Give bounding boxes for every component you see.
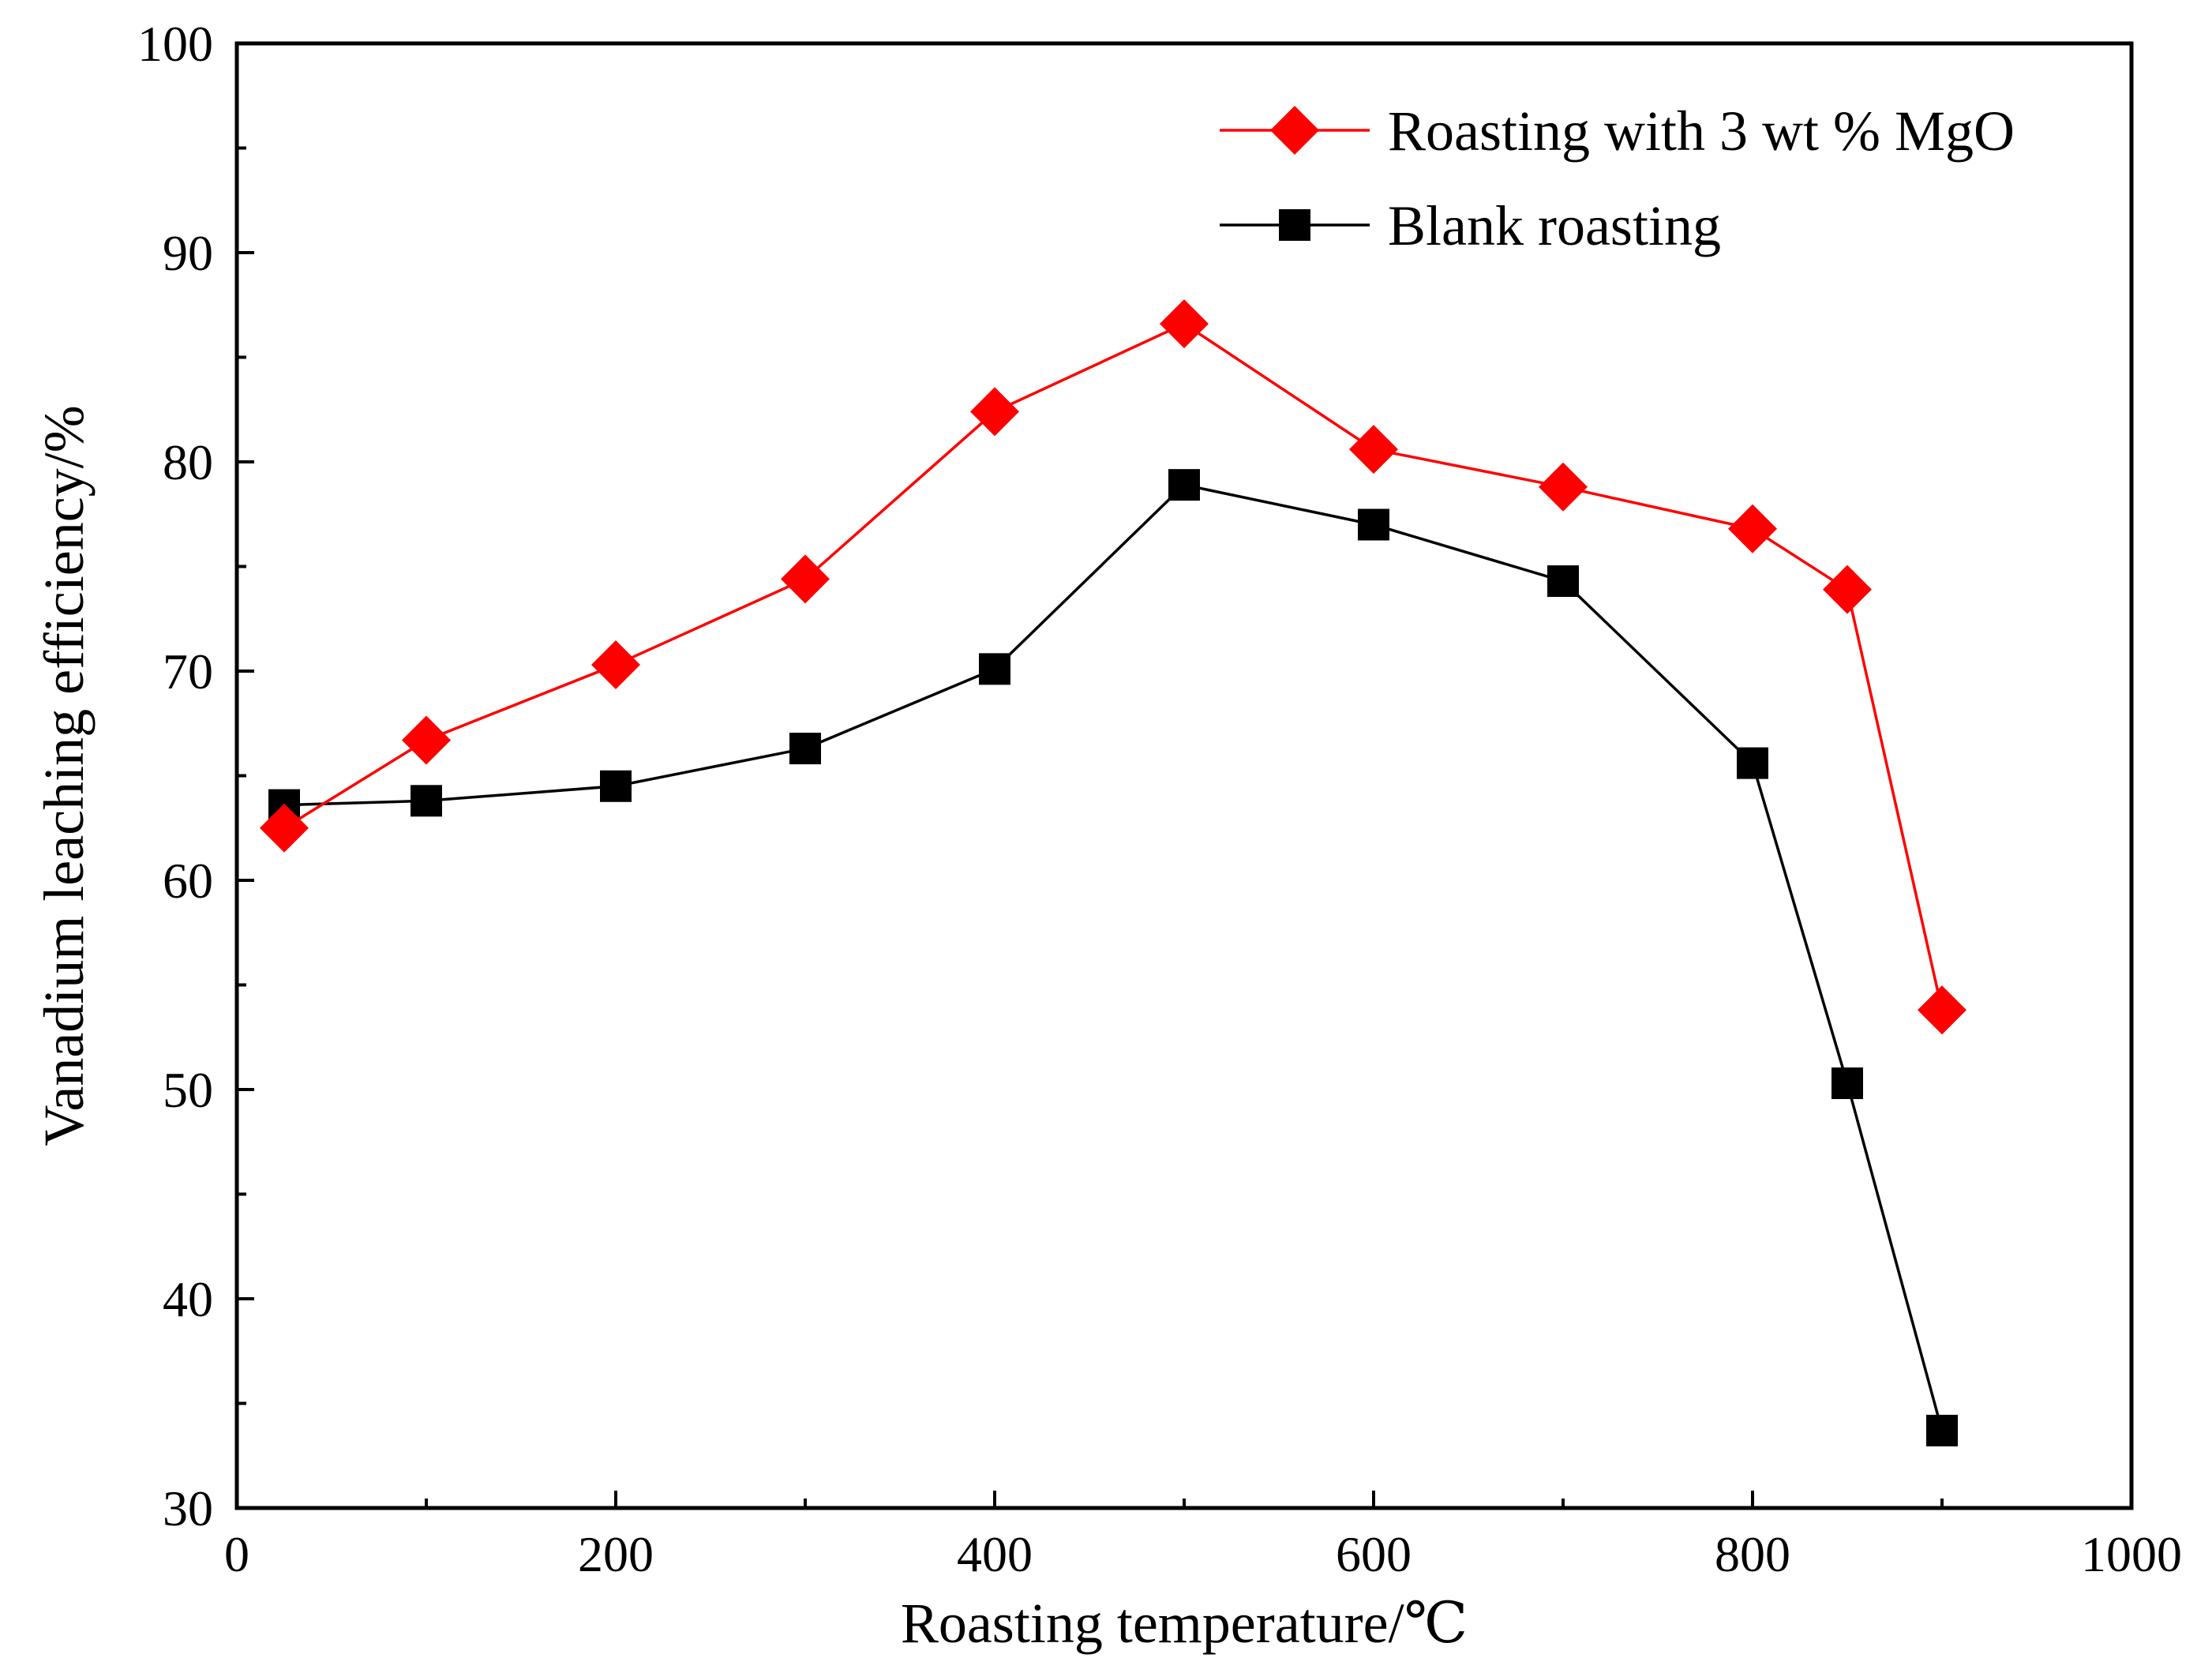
y-tick-label: 40 (163, 1271, 213, 1327)
data-point-mgo (402, 715, 451, 765)
y-tick-label: 50 (163, 1062, 213, 1118)
x-tick-label: 200 (578, 1526, 654, 1582)
data-point-blank (600, 770, 632, 802)
x-tick-label: 600 (1336, 1526, 1412, 1582)
legend-label: Blank roasting (1388, 194, 1721, 257)
data-point-mgo (1728, 504, 1777, 553)
legend: Roasting with 3 wt % MgO Blank roasting (1220, 99, 2015, 257)
series-line-blank (283, 483, 1944, 1431)
y-tick-label: 60 (163, 853, 213, 909)
data-point-blank (1168, 469, 1200, 501)
data-point-mgo (970, 387, 1019, 437)
y-axis-title: Vanadium leaching efficiency/% (32, 405, 96, 1146)
data-point-blank (1831, 1067, 1863, 1100)
y-tick-label: 70 (163, 643, 213, 700)
data-point-blank (1547, 565, 1579, 598)
y-tick-label: 30 (163, 1480, 213, 1536)
data-point-mgo (1349, 425, 1398, 475)
legend-item: Roasting with 3 wt % MgO (1220, 99, 2015, 163)
x-axis-title: Roasting temperature/℃ (901, 1592, 1468, 1655)
y-tick-label: 100 (137, 16, 213, 72)
legend-marker (1279, 209, 1310, 241)
data-point-blank (1358, 508, 1389, 541)
data-point-blank (789, 733, 821, 765)
data-point-mgo (260, 803, 309, 853)
axis-ticks: 0 200 400 600 800 1000 30 40 50 60 70 80 90 100 (137, 16, 2182, 1582)
data-point-mgo (781, 554, 830, 604)
y-tick-label: 90 (163, 225, 213, 281)
x-tick-label: 400 (957, 1526, 1033, 1582)
series-mgo (260, 299, 1966, 1035)
data-point-mgo (1539, 462, 1588, 512)
data-point-mgo (1160, 299, 1209, 349)
legend-label: Roasting with 3 wt % MgO (1388, 99, 2015, 163)
data-point-blank (979, 653, 1010, 685)
data-point-mgo (591, 640, 640, 690)
data-point-mgo (1918, 985, 1966, 1035)
x-tick-label: 1000 (2081, 1526, 2182, 1582)
x-tick-label: 0 (224, 1526, 249, 1582)
legend-marker (1270, 106, 1319, 155)
data-point-mgo (1823, 565, 1872, 614)
x-tick-label: 800 (1715, 1526, 1790, 1582)
y-tick-label: 80 (163, 434, 213, 490)
data-point-blank (411, 785, 442, 817)
data-point-blank (1737, 747, 1768, 779)
series-line-mgo (283, 322, 1944, 1011)
plot-frame (234, 41, 2134, 1510)
legend-item: Blank roasting (1220, 194, 1721, 257)
data-point-blank (1926, 1414, 1958, 1446)
series-layer (260, 299, 1966, 1446)
series-blank (268, 469, 1958, 1446)
